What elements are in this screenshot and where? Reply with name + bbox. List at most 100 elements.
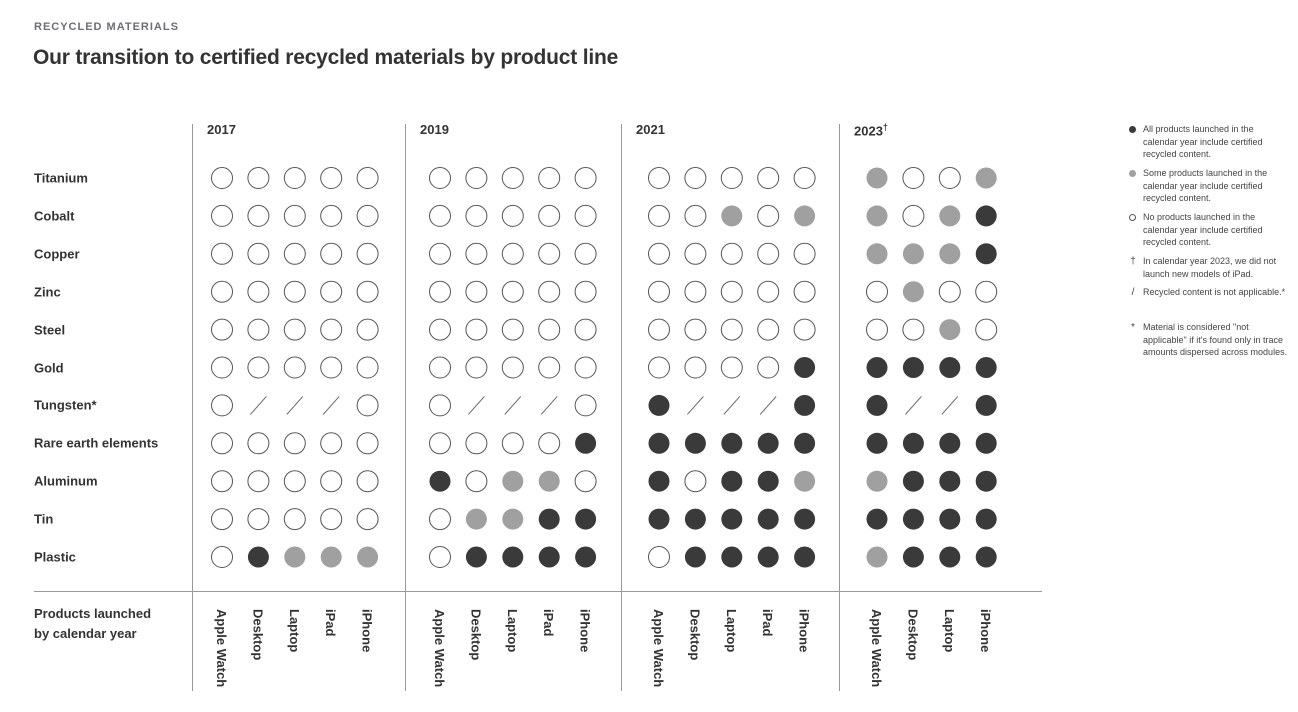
marker-all [575,432,597,454]
row-label: Aluminum [34,473,98,489]
marker-all [866,357,888,378]
page-title: Our transition to certified recycled mat… [33,46,619,69]
product-label: Apple Watch [214,609,229,688]
marker-none [320,356,343,379]
marker-all [648,432,670,454]
marker-all [502,546,524,568]
marker-some [502,508,524,530]
marker-none [938,167,961,189]
marker-none [465,356,488,379]
legend-text: No products launched in the calendar yea… [1143,212,1263,247]
marker-not-applicable [322,396,340,415]
year-label: 2017 [207,122,236,137]
year-divider [192,124,193,691]
row-label: Cobalt [34,208,75,224]
marker-some [465,508,487,530]
marker-all [648,394,670,416]
marker-some [866,167,888,189]
marker-none [574,394,597,417]
marker-none [757,356,780,379]
marker-none [501,432,524,455]
row-label: Tin [34,511,54,527]
marker-all [648,470,670,492]
marker-some [357,546,379,568]
marker-none [320,470,343,493]
marker-none [538,318,561,341]
marker-none [283,470,306,493]
marker-all [902,508,924,530]
marker-all [684,508,706,530]
marker-none [684,167,707,189]
marker-none [501,204,524,227]
marker-not-applicable [723,396,741,415]
legend-symbol: † [1130,256,1136,267]
product-label: Desktop [468,609,484,661]
marker-none [211,204,233,227]
row-label: Rare earth elements [34,435,159,451]
marker-all [902,470,924,492]
marker-all [975,394,997,416]
marker-none [793,280,816,303]
legend-item: Some products launched in the calendar y… [1128,167,1288,205]
marker-none [356,204,379,227]
marker-none [356,242,379,265]
marker-none [793,167,816,189]
marker-some [538,470,560,492]
marker-all [975,205,997,227]
marker-all [794,394,816,416]
row-label: Gold [34,360,64,375]
marker-all [794,432,816,454]
product-label: Apple Watch [432,609,447,688]
marker-some [284,546,306,568]
marker-none [902,318,925,341]
marker-none [211,432,233,455]
marker-none [684,318,707,341]
marker-none [356,394,379,417]
product-label: Desktop [905,609,921,661]
marker-none [648,242,670,265]
marker-none [501,167,524,189]
marker-all [721,470,743,492]
marker-none [356,470,379,493]
marker-all [757,470,779,492]
marker-none [538,242,561,265]
marker-none [574,242,597,265]
product-label: iPad [541,609,557,637]
marker-all [429,470,451,492]
marker-some [939,319,961,341]
marker-none [211,508,233,531]
marker-none [866,280,888,303]
legend-item: / Recycled content is not applicable.* [1128,286,1288,299]
marker-none [538,204,561,227]
legend-item: All products launched in the calendar ye… [1128,123,1288,161]
marker-none [684,280,707,303]
marker-not-applicable [250,396,267,415]
marker-none [247,242,270,265]
marker-all [939,546,961,568]
marker-none [538,167,561,189]
marker-none [211,356,233,379]
marker-none [247,167,270,189]
marker-none [283,508,306,531]
year-label: 2019 [420,122,449,137]
marker-none [429,204,451,227]
marker-none [501,318,524,341]
legend-text: All products launched in the calendar ye… [1143,124,1263,159]
product-label: Laptop [941,609,957,653]
marker-none [320,242,343,265]
marker-some [794,470,816,492]
marker-all [538,508,560,530]
marker-all [757,508,779,530]
marker-all [538,546,560,568]
marker-some [721,205,743,227]
marker-none [975,318,998,341]
marker-some [939,205,961,227]
product-label: Apple Watch [651,609,666,688]
marker-none [320,204,343,227]
marker-none [574,204,597,227]
marker-all [794,357,816,378]
marker-none [211,318,233,341]
marker-none [429,356,451,379]
marker-all [975,508,997,530]
marker-none [465,167,488,189]
